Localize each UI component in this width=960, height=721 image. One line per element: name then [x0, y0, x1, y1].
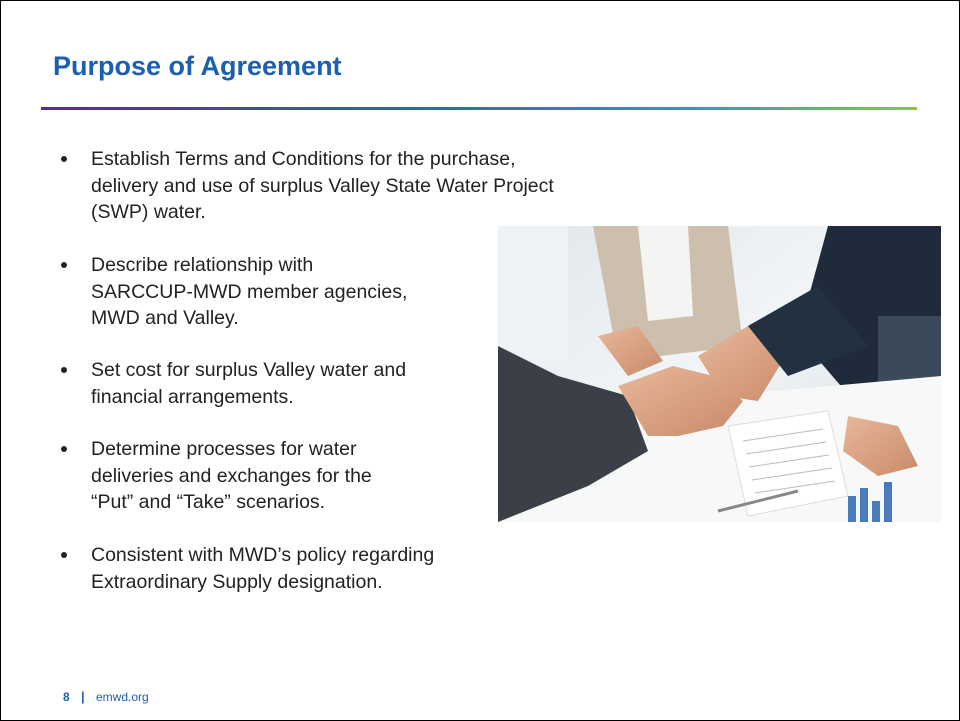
title-rule: [41, 107, 917, 110]
bullet-text: Establish Terms and Conditions for the p…: [91, 148, 516, 170]
bullet-text: financial arrangements.: [91, 385, 294, 408]
bullet-text: Consistent with MWD’s policy regarding: [91, 544, 435, 566]
bullet-text: Describe relationship with: [91, 254, 314, 276]
bullet-text: Extraordinary Supply designation.: [91, 570, 383, 593]
page-number: 8: [63, 690, 70, 704]
bullet-text: MWD and Valley.: [91, 307, 239, 329]
bullet-text: SARCCUP-MWD member agencies,: [91, 280, 408, 303]
bullet-marker: [61, 446, 67, 452]
slide-title: Purpose of Agreement: [53, 51, 342, 81]
bullet-text: Determine processes for water: [91, 438, 357, 460]
bullet-text: deliveries and exchanges for the: [91, 464, 372, 487]
bullet-text: delivery and use of surplus Valley State…: [91, 174, 554, 197]
handshake-photo: [498, 226, 941, 522]
bullet-marker: [61, 156, 67, 162]
bullet-text: “Put” and “Take” scenarios.: [91, 491, 326, 513]
footer-separator: |: [81, 689, 85, 704]
bullet-text: (SWP) water.: [91, 201, 206, 223]
bullet-marker: [61, 367, 67, 373]
bullet-text: Set cost for surplus Valley water and: [91, 359, 407, 381]
bullet-marker: [61, 552, 67, 558]
bullet-marker: [61, 262, 67, 268]
footer-site: emwd.org: [96, 690, 149, 704]
